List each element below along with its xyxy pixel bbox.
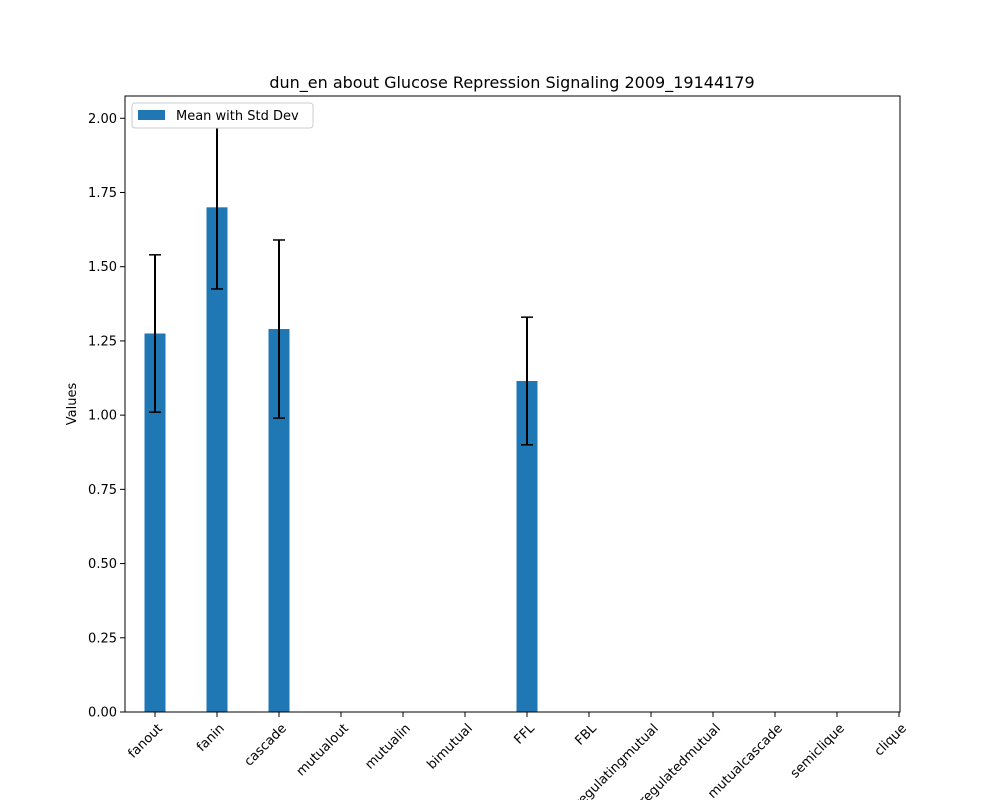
y-tick-label: 0.00: [88, 706, 117, 721]
x-tick-label: bimutual: [424, 721, 475, 772]
x-tick-label: fanin: [194, 721, 228, 755]
legend: Mean with Std Dev: [131, 102, 314, 129]
bars-group: [144, 207, 538, 712]
x-tick-label: FFL: [512, 721, 539, 748]
legend-swatch: [138, 110, 165, 120]
x-tick-label: fanout: [125, 721, 165, 761]
x-tick-label: clique: [872, 721, 910, 759]
x-tick-label: mutualout: [294, 721, 352, 779]
y-tick-label: 0.50: [88, 557, 117, 572]
y-axis: 0.00 0.25 0.50 0.75 1.00 1.25 1.50 1.75 2.00: [88, 112, 125, 721]
x-axis: fanout fanin cascade mutualout mutualin bimut…: [125, 712, 910, 800]
bar-fanout: [144, 333, 166, 712]
x-tick-label: cascade: [242, 721, 290, 769]
y-axis-label: Values: [65, 383, 80, 426]
x-tick-label: mutualin: [362, 721, 413, 772]
y-tick-label: 0.75: [88, 483, 117, 498]
bar-fanin: [206, 207, 228, 712]
plot-frame: [124, 95, 901, 713]
y-tick-label: 2.00: [88, 112, 117, 127]
legend-box: [131, 102, 314, 129]
chart-title: dun_en about Glucose Repression Signalin…: [269, 73, 754, 93]
bar-cascade: [268, 329, 290, 712]
x-tick-label: semiclique: [788, 721, 848, 781]
bar-FFL: [516, 380, 538, 712]
legend-label: Mean with Std Dev: [176, 109, 299, 124]
y-tick-label: 0.25: [88, 631, 117, 646]
x-tick-label: FBL: [573, 721, 601, 749]
y-tick-label: 1.75: [88, 186, 117, 201]
y-tick-label: 1.50: [88, 260, 117, 275]
y-tick-label: 1.25: [88, 334, 117, 349]
y-tick-label: 1.00: [88, 409, 117, 424]
